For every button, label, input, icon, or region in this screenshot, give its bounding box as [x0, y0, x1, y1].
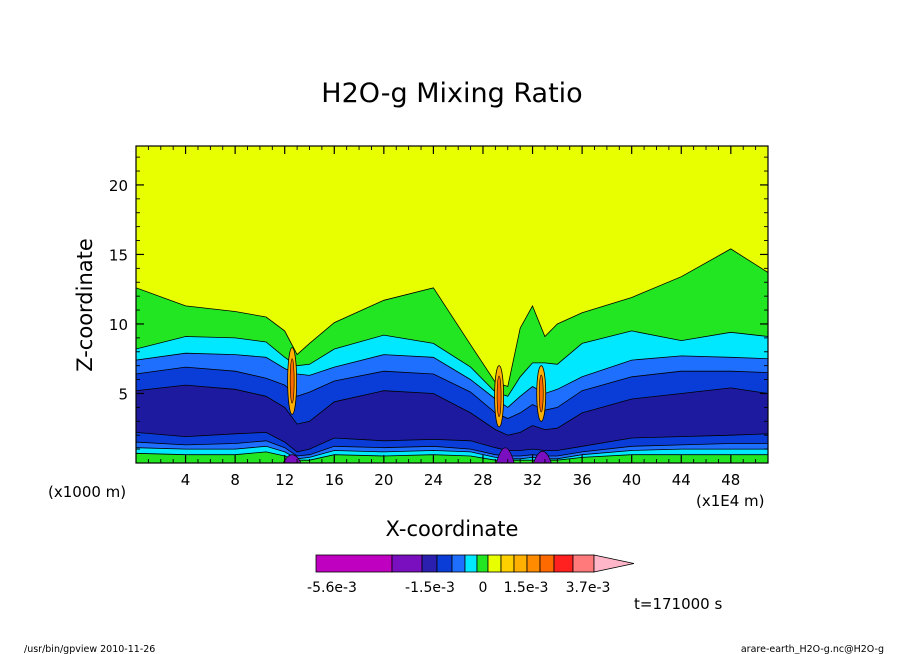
plume-features: [282, 347, 552, 464]
x-axis-title: X-coordinate: [386, 517, 519, 541]
x-tick-label: 24: [424, 471, 443, 489]
x-tick-label: 12: [275, 471, 294, 489]
x-tick-label: 20: [374, 471, 393, 489]
plume-core-1: [289, 358, 295, 404]
chart-title: H2O-g Mixing Ratio: [321, 78, 582, 109]
plume-core-3: [538, 374, 544, 413]
plot-area: [135, 146, 769, 464]
colorbar-bin: [526, 554, 541, 573]
y-tick-label: 15: [109, 246, 128, 264]
x-tick-label: 40: [622, 471, 641, 489]
x-tick-label: 8: [230, 471, 240, 489]
y-tick-label: 10: [109, 316, 128, 334]
x-tick-label: 36: [573, 471, 592, 489]
x-tick-label: 32: [523, 471, 542, 489]
plume-core-2: [496, 375, 502, 417]
y-axis-title: Z-coordinate: [73, 238, 97, 372]
footer-right: arare-earth_H2O-g.nc@H2O-g: [741, 644, 884, 654]
x-tick-label: 16: [325, 471, 344, 489]
colorbar-bin: [487, 554, 502, 573]
colorbar-bin: [436, 554, 453, 573]
colorbar-bin: [553, 554, 574, 573]
time-label: t=171000 s: [634, 595, 722, 613]
x-units-label: (x1000 m): [48, 483, 126, 501]
colorbar-tick-label: 1.5e-3: [504, 580, 549, 596]
x-tick-label: 4: [181, 471, 191, 489]
colorbar-tick-label: -1.5e-3: [405, 580, 455, 596]
colorbar-extend-arrow: [593, 554, 635, 573]
colorbar-bin: [315, 554, 393, 573]
colorbar-bin: [500, 554, 515, 573]
y-tick-label: 20: [109, 177, 128, 195]
colorbar-tick-label: 3.7e-3: [566, 580, 611, 596]
colorbar-bin: [572, 554, 595, 573]
y-tick-label: 5: [118, 385, 128, 403]
colorbar-bin: [391, 554, 423, 573]
footer-left: /usr/bin/gpview 2010-11-26: [24, 644, 155, 654]
colorbar-labels: -5.6e-3 -1.5e-3 0 1.5e-3 3.7e-3: [307, 580, 610, 596]
colorbar-bin: [451, 554, 466, 573]
colorbar: [315, 554, 635, 573]
colorbar-bin: [464, 554, 478, 573]
y-axis: 5 10 15 20: [109, 156, 768, 450]
colorbar-bin: [421, 554, 438, 573]
colorbar-bin: [513, 554, 528, 573]
x-axis: 4 8 12 16 20 24 28 32 36 40 44 48: [147, 146, 757, 489]
plot-frame: [135, 145, 769, 464]
x-scale-note: (x1E4 m): [696, 492, 765, 510]
x-tick-label: 44: [672, 471, 691, 489]
colorbar-tick-label: -5.6e-3: [307, 580, 357, 596]
x-tick-label: 48: [721, 471, 740, 489]
colorbar-bin: [476, 554, 489, 573]
x-tick-label: 28: [473, 471, 492, 489]
colorbar-bin: [539, 554, 555, 573]
colorbar-tick-label: 0: [479, 580, 488, 596]
